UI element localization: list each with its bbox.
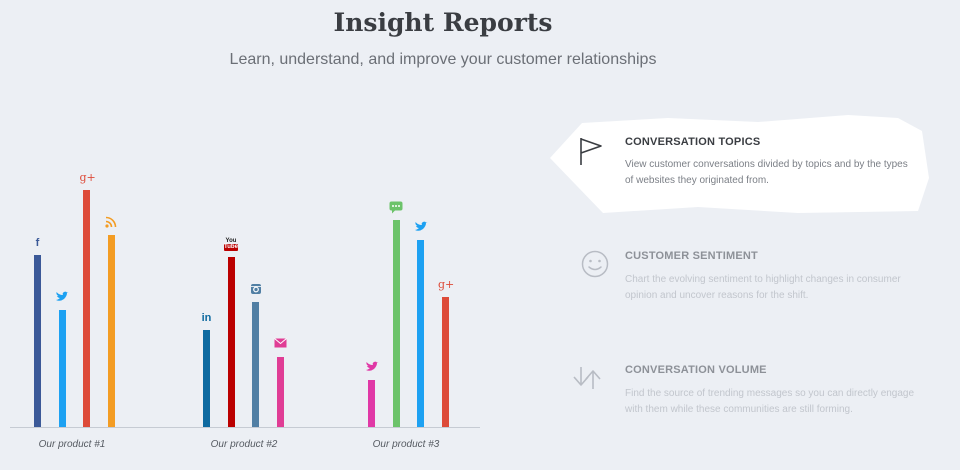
category-label: Our product #3 bbox=[372, 439, 440, 450]
page-subtitle: Learn, understand, and improve your cust… bbox=[229, 51, 657, 68]
bar-chart: Our product #1 Our product #2 Our produc… bbox=[0, 150, 490, 460]
bar-google-plus bbox=[83, 189, 90, 427]
youtube-icon: You Tube bbox=[224, 238, 238, 251]
category-label: Our product #2 bbox=[210, 439, 278, 450]
feature-description: View customer conversations divided by t… bbox=[625, 159, 908, 186]
bar-linkedin bbox=[203, 329, 210, 427]
google-plus-icon: g+ bbox=[79, 170, 96, 184]
feature-title: CONVERSATION TOPICS bbox=[625, 136, 761, 148]
twitter-icon bbox=[55, 291, 69, 305]
feature-conversation-volume[interactable]: CONVERSATION VOLUME Find the source of t… bbox=[548, 341, 928, 431]
bar-facebook bbox=[34, 254, 41, 427]
bird-icon bbox=[365, 361, 379, 375]
bar-google-plus bbox=[441, 297, 449, 427]
up-down-arrows-icon bbox=[570, 363, 604, 393]
feature-title: CONVERSATION VOLUME bbox=[625, 364, 767, 376]
smiley-icon bbox=[580, 249, 610, 279]
bar-rss bbox=[107, 234, 115, 427]
feature-description: Find the source of trending messages so … bbox=[625, 388, 915, 415]
bar-twitter bbox=[417, 239, 424, 427]
feature-title: CUSTOMER SENTIMENT bbox=[625, 250, 758, 262]
bar-instagram bbox=[252, 302, 259, 427]
facebook-icon: f bbox=[35, 236, 40, 249]
feature-conversation-topics[interactable]: CONVERSATION TOPICS View customer conver… bbox=[548, 113, 929, 217]
feature-customer-sentiment[interactable]: CUSTOMER SENTIMENT Chart the evolving se… bbox=[548, 227, 928, 317]
rss-icon bbox=[104, 216, 118, 230]
page-title: Insight Reports bbox=[333, 8, 553, 37]
linkedin-icon: in bbox=[201, 311, 212, 324]
bar-email bbox=[276, 357, 284, 427]
email-icon bbox=[273, 338, 287, 352]
chart-baseline bbox=[10, 427, 480, 428]
google-plus-icon: g+ bbox=[438, 278, 455, 291]
instagram-icon bbox=[249, 283, 263, 297]
feature-highlight-background bbox=[550, 115, 929, 213]
feature-description: Chart the evolving sentiment to highligh… bbox=[625, 274, 901, 301]
twitter-icon bbox=[414, 221, 428, 235]
chat-icon bbox=[389, 201, 403, 215]
category-label: Our product #1 bbox=[38, 439, 106, 450]
bar-youtube bbox=[227, 257, 235, 427]
flag-icon bbox=[578, 136, 608, 166]
bar-bird bbox=[368, 379, 375, 427]
bar-twitter bbox=[58, 309, 66, 427]
bar-chat bbox=[392, 219, 400, 427]
